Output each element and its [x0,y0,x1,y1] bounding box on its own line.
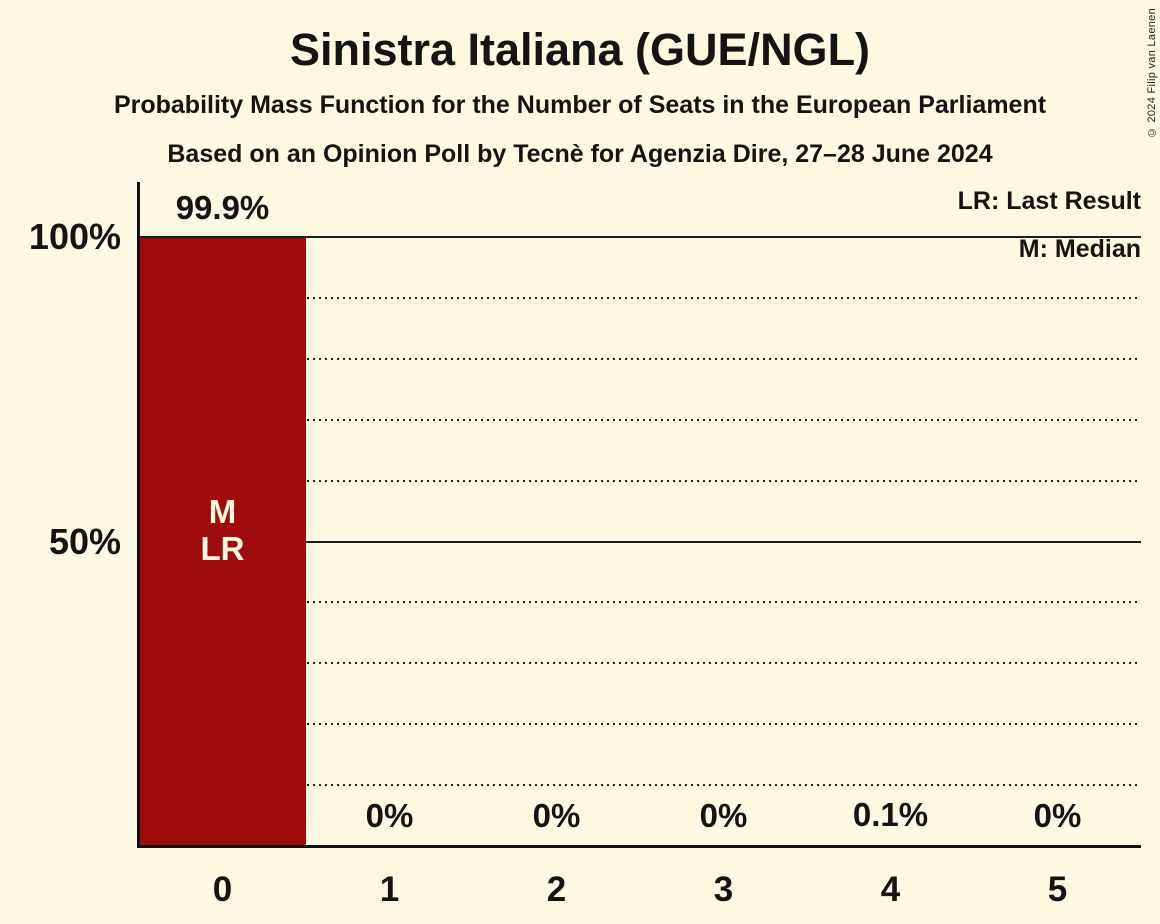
bar-seats-0 [139,237,306,846]
gridline-40pct [139,601,1141,604]
value-label-seats-5: 0% [1033,797,1082,834]
gridline-60pct [139,479,1141,482]
x-tick-3: 3 [713,870,734,909]
gridline-20pct [139,723,1141,726]
gridline-10pct [139,784,1141,787]
marker-line: LR [200,530,245,567]
median-lastresult-marker: M LR [139,493,306,567]
refline-50pct [139,540,1141,543]
x-tick-0: 0 [212,870,233,909]
value-label-seats-1: 0% [365,797,414,834]
value-label-seats-4: 0.1% [852,796,929,834]
y-tick-50: 50% [48,520,121,562]
value-label-seats-3: 0% [699,797,748,834]
chart-title: Sinistra Italiana (GUE/NGL) [289,24,871,75]
x-axis [137,845,1141,848]
chart-subtitle: Probability Mass Function for the Number… [113,91,1047,119]
x-tick-5: 5 [1047,870,1068,909]
x-tick-1: 1 [379,870,400,909]
y-axis [137,182,140,848]
value-label-seats-0: 99.9% [175,188,270,226]
gridline-30pct [139,662,1141,665]
marker-line: M [208,493,237,530]
gridline-90pct [139,296,1141,299]
gridline-70pct [139,418,1141,421]
refline-100pct [139,236,1141,238]
x-tick-2: 2 [546,870,567,909]
y-tick-100: 100% [28,216,121,257]
legend-last-result: LR: Last Result [957,187,1141,215]
value-label-seats-2: 0% [532,797,581,834]
legend-median: M: Median [1018,235,1141,263]
gridline-80pct [139,357,1141,360]
copyright-notice: © 2024 Filip van Laenen [1146,8,1158,139]
x-tick-4: 4 [880,870,901,909]
poll-details: Based on an Opinion Poll by Tecnè for Ag… [167,140,993,168]
